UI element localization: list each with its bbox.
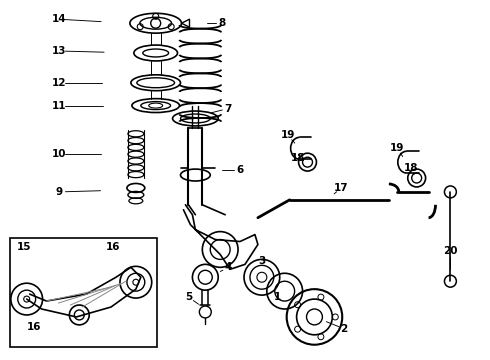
Text: 8: 8: [219, 18, 226, 28]
Text: 19: 19: [390, 143, 404, 153]
Bar: [10, 238, 157, 347]
Text: 19: 19: [280, 130, 295, 140]
Text: 18: 18: [403, 163, 418, 173]
Text: 3: 3: [258, 256, 266, 266]
Text: 9: 9: [56, 187, 63, 197]
Text: 4: 4: [224, 262, 232, 272]
Text: 7: 7: [224, 104, 232, 113]
Text: 10: 10: [52, 149, 67, 159]
Text: 17: 17: [334, 183, 348, 193]
Text: 14: 14: [52, 14, 67, 24]
Text: 18: 18: [291, 153, 305, 163]
Text: 5: 5: [185, 292, 192, 302]
Text: 2: 2: [341, 324, 348, 334]
Text: 15: 15: [17, 243, 31, 252]
Text: 13: 13: [52, 46, 67, 56]
Text: 16: 16: [26, 322, 41, 332]
Text: 1: 1: [274, 292, 281, 302]
Text: 16: 16: [106, 243, 120, 252]
Text: 6: 6: [236, 165, 244, 175]
Text: 20: 20: [443, 247, 458, 256]
Text: 11: 11: [52, 100, 67, 111]
Text: 12: 12: [52, 78, 67, 88]
